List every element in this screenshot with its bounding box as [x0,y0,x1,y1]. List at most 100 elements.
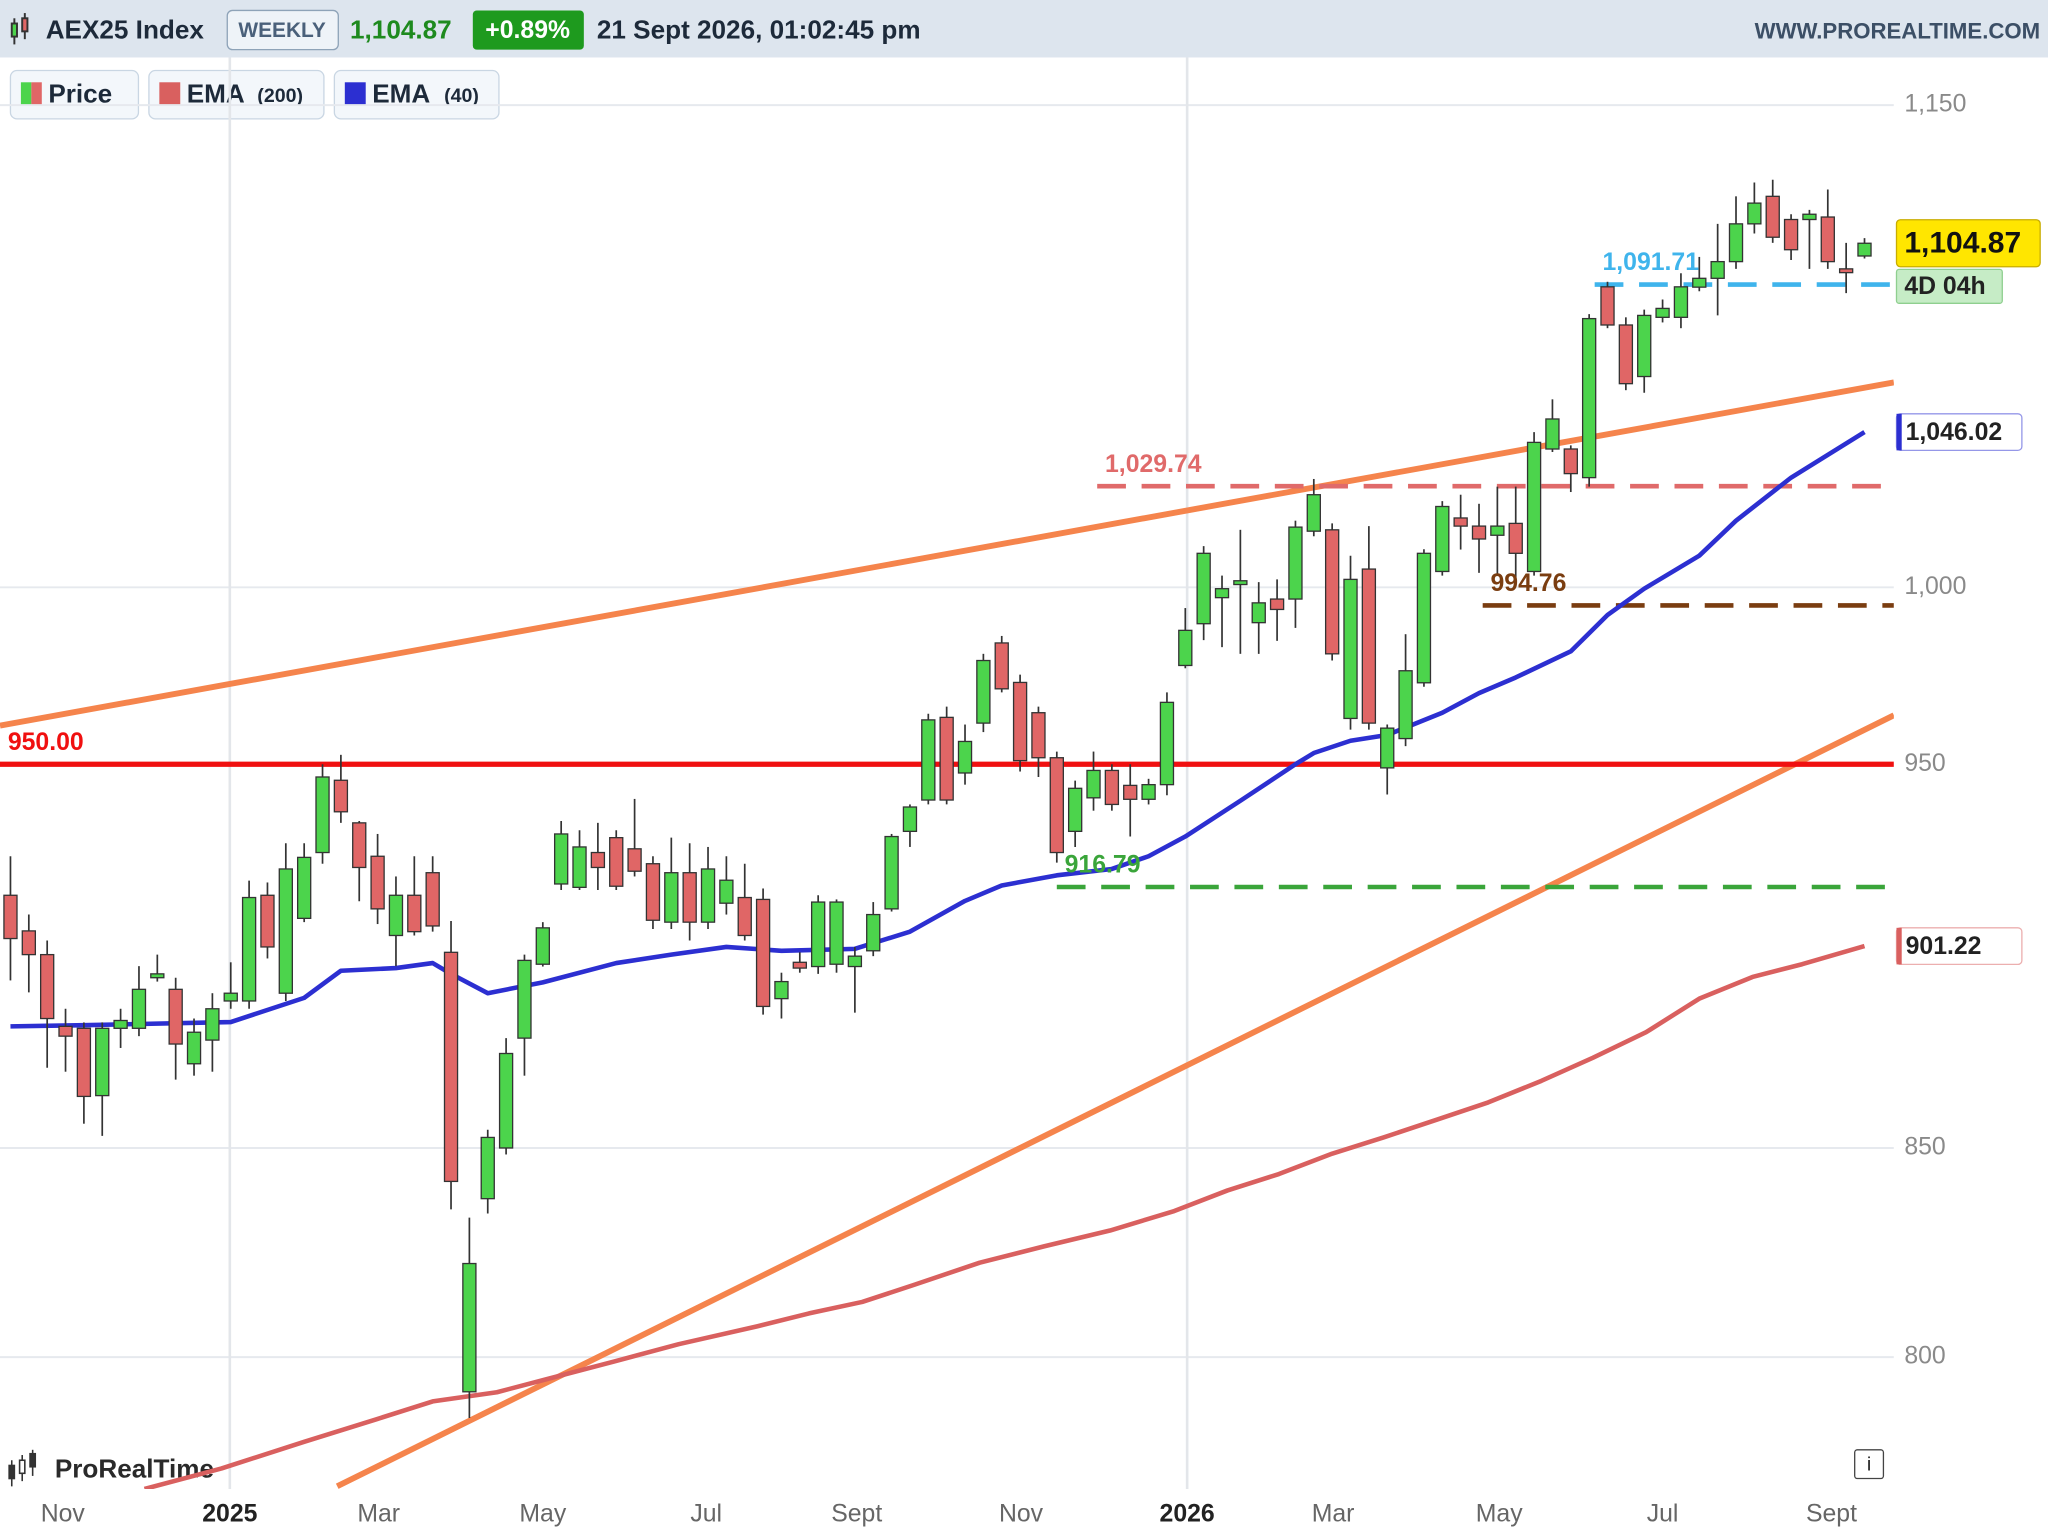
candle-body [994,642,1009,690]
level-label: 994.76 [1491,570,1567,597]
candle-body [810,901,826,968]
candle-body [21,930,37,956]
candle-body [1159,701,1175,786]
candle-body [1857,242,1872,257]
x-tick-label: 2025 [202,1501,257,1528]
candle-body [1728,223,1744,263]
legend-label[interactable]: EMA [372,78,430,108]
candle-body [1673,286,1689,318]
candle-body [1838,268,1854,274]
candle-body [1233,580,1248,586]
legend-label[interactable]: EMA [187,78,245,108]
x-tick-label: Sept [831,1501,882,1528]
ema-value-label: 1,046.02 [1906,419,2003,446]
candle-body [113,1019,128,1029]
legend-button[interactable] [9,69,140,120]
candle-body [1123,784,1138,800]
candle-body [1508,522,1523,554]
candle-body [150,973,165,979]
change: +0.89% [485,17,570,44]
candle-body [755,898,771,1008]
candle-body [260,894,275,948]
legend-swatch [20,82,32,105]
candle-body [425,872,440,927]
candle-body [1747,202,1762,225]
candle-body [296,856,312,920]
logo [8,1449,37,1487]
candle-body [1416,552,1432,684]
candle-body [572,846,587,889]
candle-body [921,719,936,801]
info-icon[interactable]: i [1867,1454,1871,1476]
candle-body [645,863,661,921]
legend-label[interactable]: Price [48,78,112,108]
candle-body [1820,216,1835,263]
change-box [472,10,584,50]
legend: Price EMA (200) EMA (40) [9,69,500,120]
candle-body [590,851,606,869]
candle-body [609,837,624,887]
candle-body [39,953,55,1020]
candle-body [1324,529,1340,655]
x-tick-label: Sept [1806,1501,1857,1528]
candle-body [388,894,404,937]
ema-line [143,943,1866,1489]
candle-body [278,868,294,994]
candle-body [498,1052,514,1149]
legend-button[interactable] [333,69,500,120]
x-tick-label: May [519,1501,566,1528]
timeframe-box[interactable] [226,9,339,51]
trendline [335,712,1894,1489]
candle-body [1196,552,1211,625]
x-tick-label: May [1476,1501,1523,1528]
ema-value-label: 901.22 [1906,933,1982,960]
timestamp: 21 Sept 2026, 01:02:45 pm [597,14,921,44]
candle-body [866,913,881,952]
header-bar [0,0,2048,58]
source[interactable]: WWW.PROREALTIME.COM [1755,19,2041,44]
level-label: 950.00 [8,729,84,756]
candle-body [884,835,899,910]
x-tick-label: Mar [357,1501,400,1528]
candle-body [1343,578,1358,720]
candle-body [352,822,367,869]
info-button[interactable] [1854,1449,1885,1480]
candle-body [700,868,716,923]
candle-body [480,1136,495,1200]
ema-line [10,430,1866,1029]
x-tick-label: Jul [690,1501,722,1528]
instrument-title: AEX25 Index [46,14,205,44]
candle-body [1288,526,1303,600]
legend-button[interactable] [148,69,325,120]
level-label: 1,029.74 [1105,451,1202,478]
candle-body [535,927,550,965]
candle-body [1692,277,1707,288]
candle-body [1563,448,1578,475]
last-price-header: 1,104.87 [350,14,452,44]
candle-body [407,894,422,933]
ema-value-bar [1896,927,1902,965]
candle-body [1178,629,1193,667]
last-price-label: 1,104.87 [1904,226,2021,259]
y-tick-label: 1,000 [1904,573,1966,600]
x-tick-label: Nov [999,1501,1044,1528]
candle-body [774,980,789,1000]
candle-body [1618,324,1634,385]
candle-body [1435,505,1450,573]
candle-body [1637,314,1652,378]
candle-body [1086,769,1101,799]
candle-body [1251,602,1266,624]
level-label: 1,091.71 [1602,249,1699,276]
x-tick-label: Mar [1312,1501,1355,1528]
ema-value-bar [1896,413,1902,451]
y-tick-label: 1,150 [1904,91,1966,118]
y-tick-label: 950 [1904,750,1945,777]
candle-body [517,959,532,1039]
candle-body [443,951,459,1183]
candle-body [370,855,385,910]
candle-body [1141,783,1156,800]
timeframe[interactable]: WEEKLY [238,19,325,42]
legend-param: (40) [444,85,479,107]
